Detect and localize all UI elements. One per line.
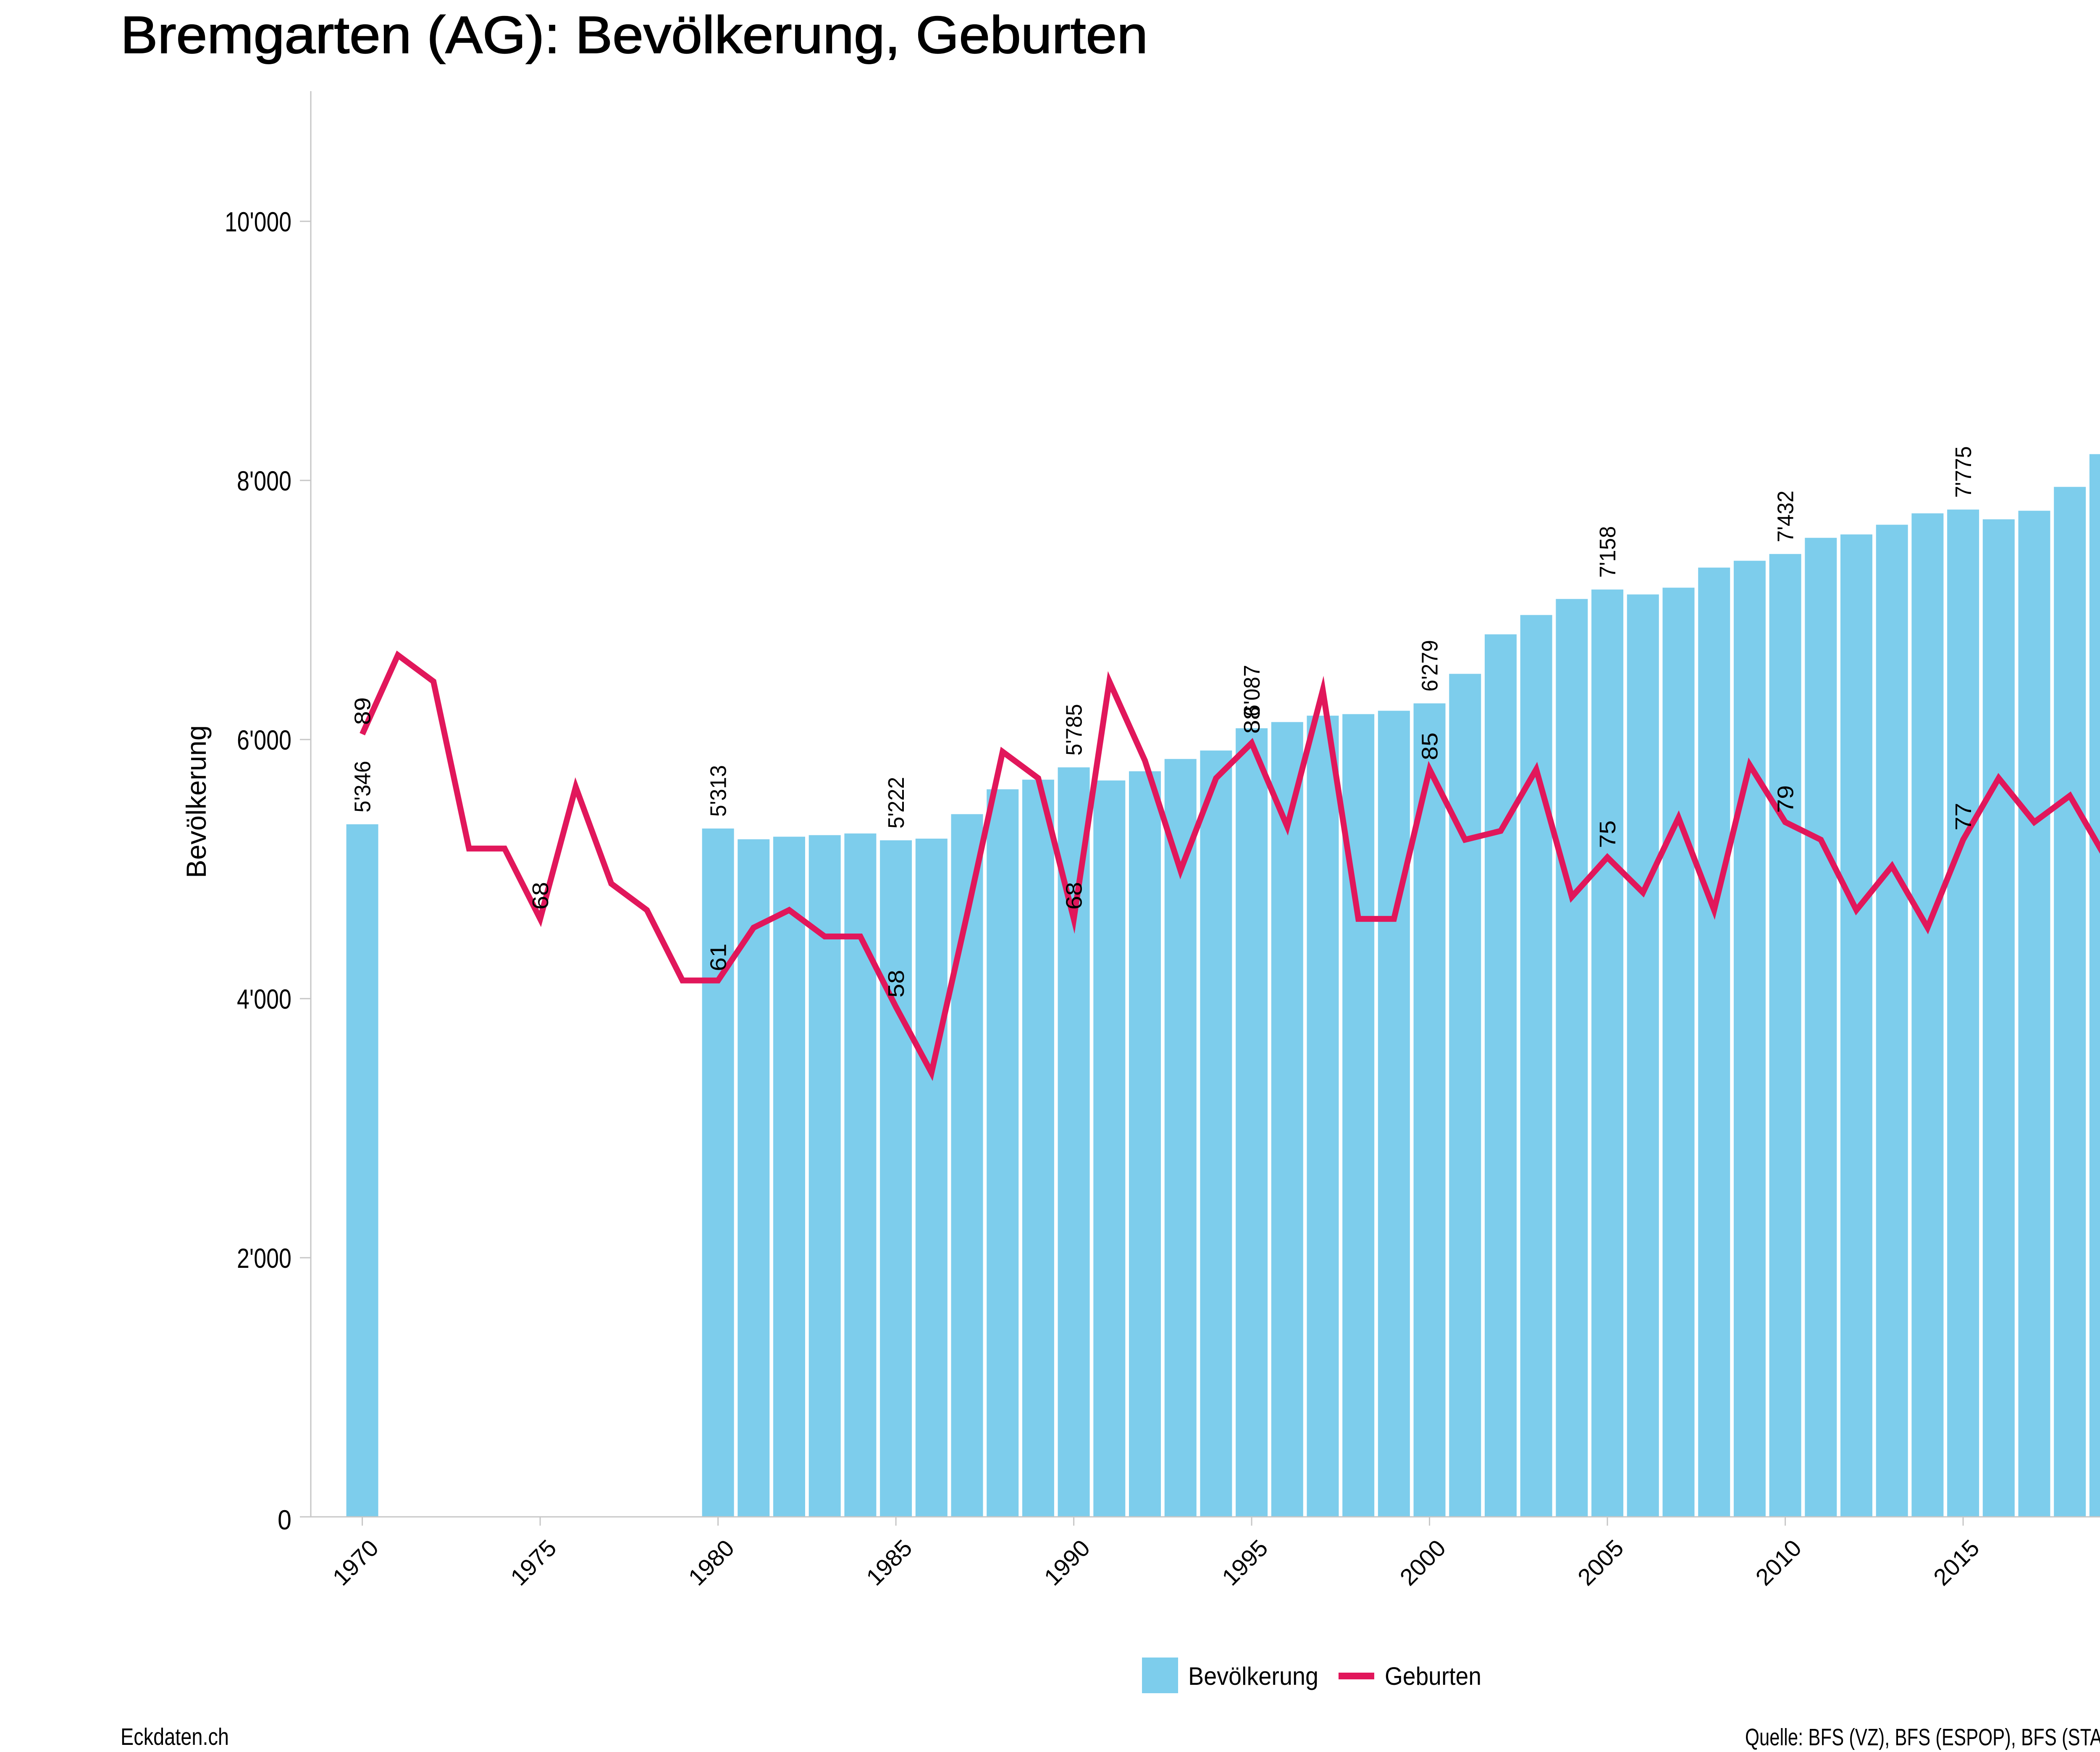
svg-text:6'087: 6'087 xyxy=(1239,665,1265,716)
svg-text:7'432: 7'432 xyxy=(1773,490,1798,542)
svg-text:88: 88 xyxy=(1239,706,1265,734)
svg-text:4'000: 4'000 xyxy=(237,984,291,1015)
svg-text:7'775: 7'775 xyxy=(1951,446,1976,498)
svg-text:77: 77 xyxy=(1951,803,1976,831)
svg-text:68: 68 xyxy=(1062,882,1087,910)
svg-text:Bevölkerung: Bevölkerung xyxy=(181,725,212,878)
svg-text:Bevölkerung: Bevölkerung xyxy=(1188,1662,1318,1690)
svg-text:5'346: 5'346 xyxy=(350,761,375,813)
svg-text:5'313: 5'313 xyxy=(706,765,731,817)
svg-text:85: 85 xyxy=(1418,732,1443,760)
svg-text:61: 61 xyxy=(706,944,731,971)
svg-text:Bremgarten (AG): Bevölkerung,: Bremgarten (AG): Bevölkerung, Geburten xyxy=(121,6,1148,64)
svg-text:79: 79 xyxy=(1773,785,1798,813)
svg-text:2'000: 2'000 xyxy=(237,1243,291,1274)
svg-text:8'000: 8'000 xyxy=(237,465,291,496)
svg-text:0: 0 xyxy=(278,1504,291,1535)
svg-text:Geburten: Geburten xyxy=(1385,1662,1481,1690)
svg-text:68: 68 xyxy=(528,882,553,910)
svg-text:Quelle: BFS (VZ), BFS (ESPOP),: Quelle: BFS (VZ), BFS (ESPOP), BFS (STAT… xyxy=(1745,1724,2100,1750)
svg-text:7'158: 7'158 xyxy=(1595,526,1620,578)
svg-text:10'000: 10'000 xyxy=(225,206,291,237)
svg-text:6'279: 6'279 xyxy=(1418,640,1443,692)
svg-text:89: 89 xyxy=(350,697,375,725)
svg-text:6'000: 6'000 xyxy=(237,724,291,755)
svg-text:5'222: 5'222 xyxy=(884,777,909,829)
svg-text:5'785: 5'785 xyxy=(1062,704,1087,755)
svg-text:Eckdaten.ch: Eckdaten.ch xyxy=(121,1723,229,1750)
svg-text:58: 58 xyxy=(884,970,909,998)
svg-text:75: 75 xyxy=(1595,821,1620,848)
